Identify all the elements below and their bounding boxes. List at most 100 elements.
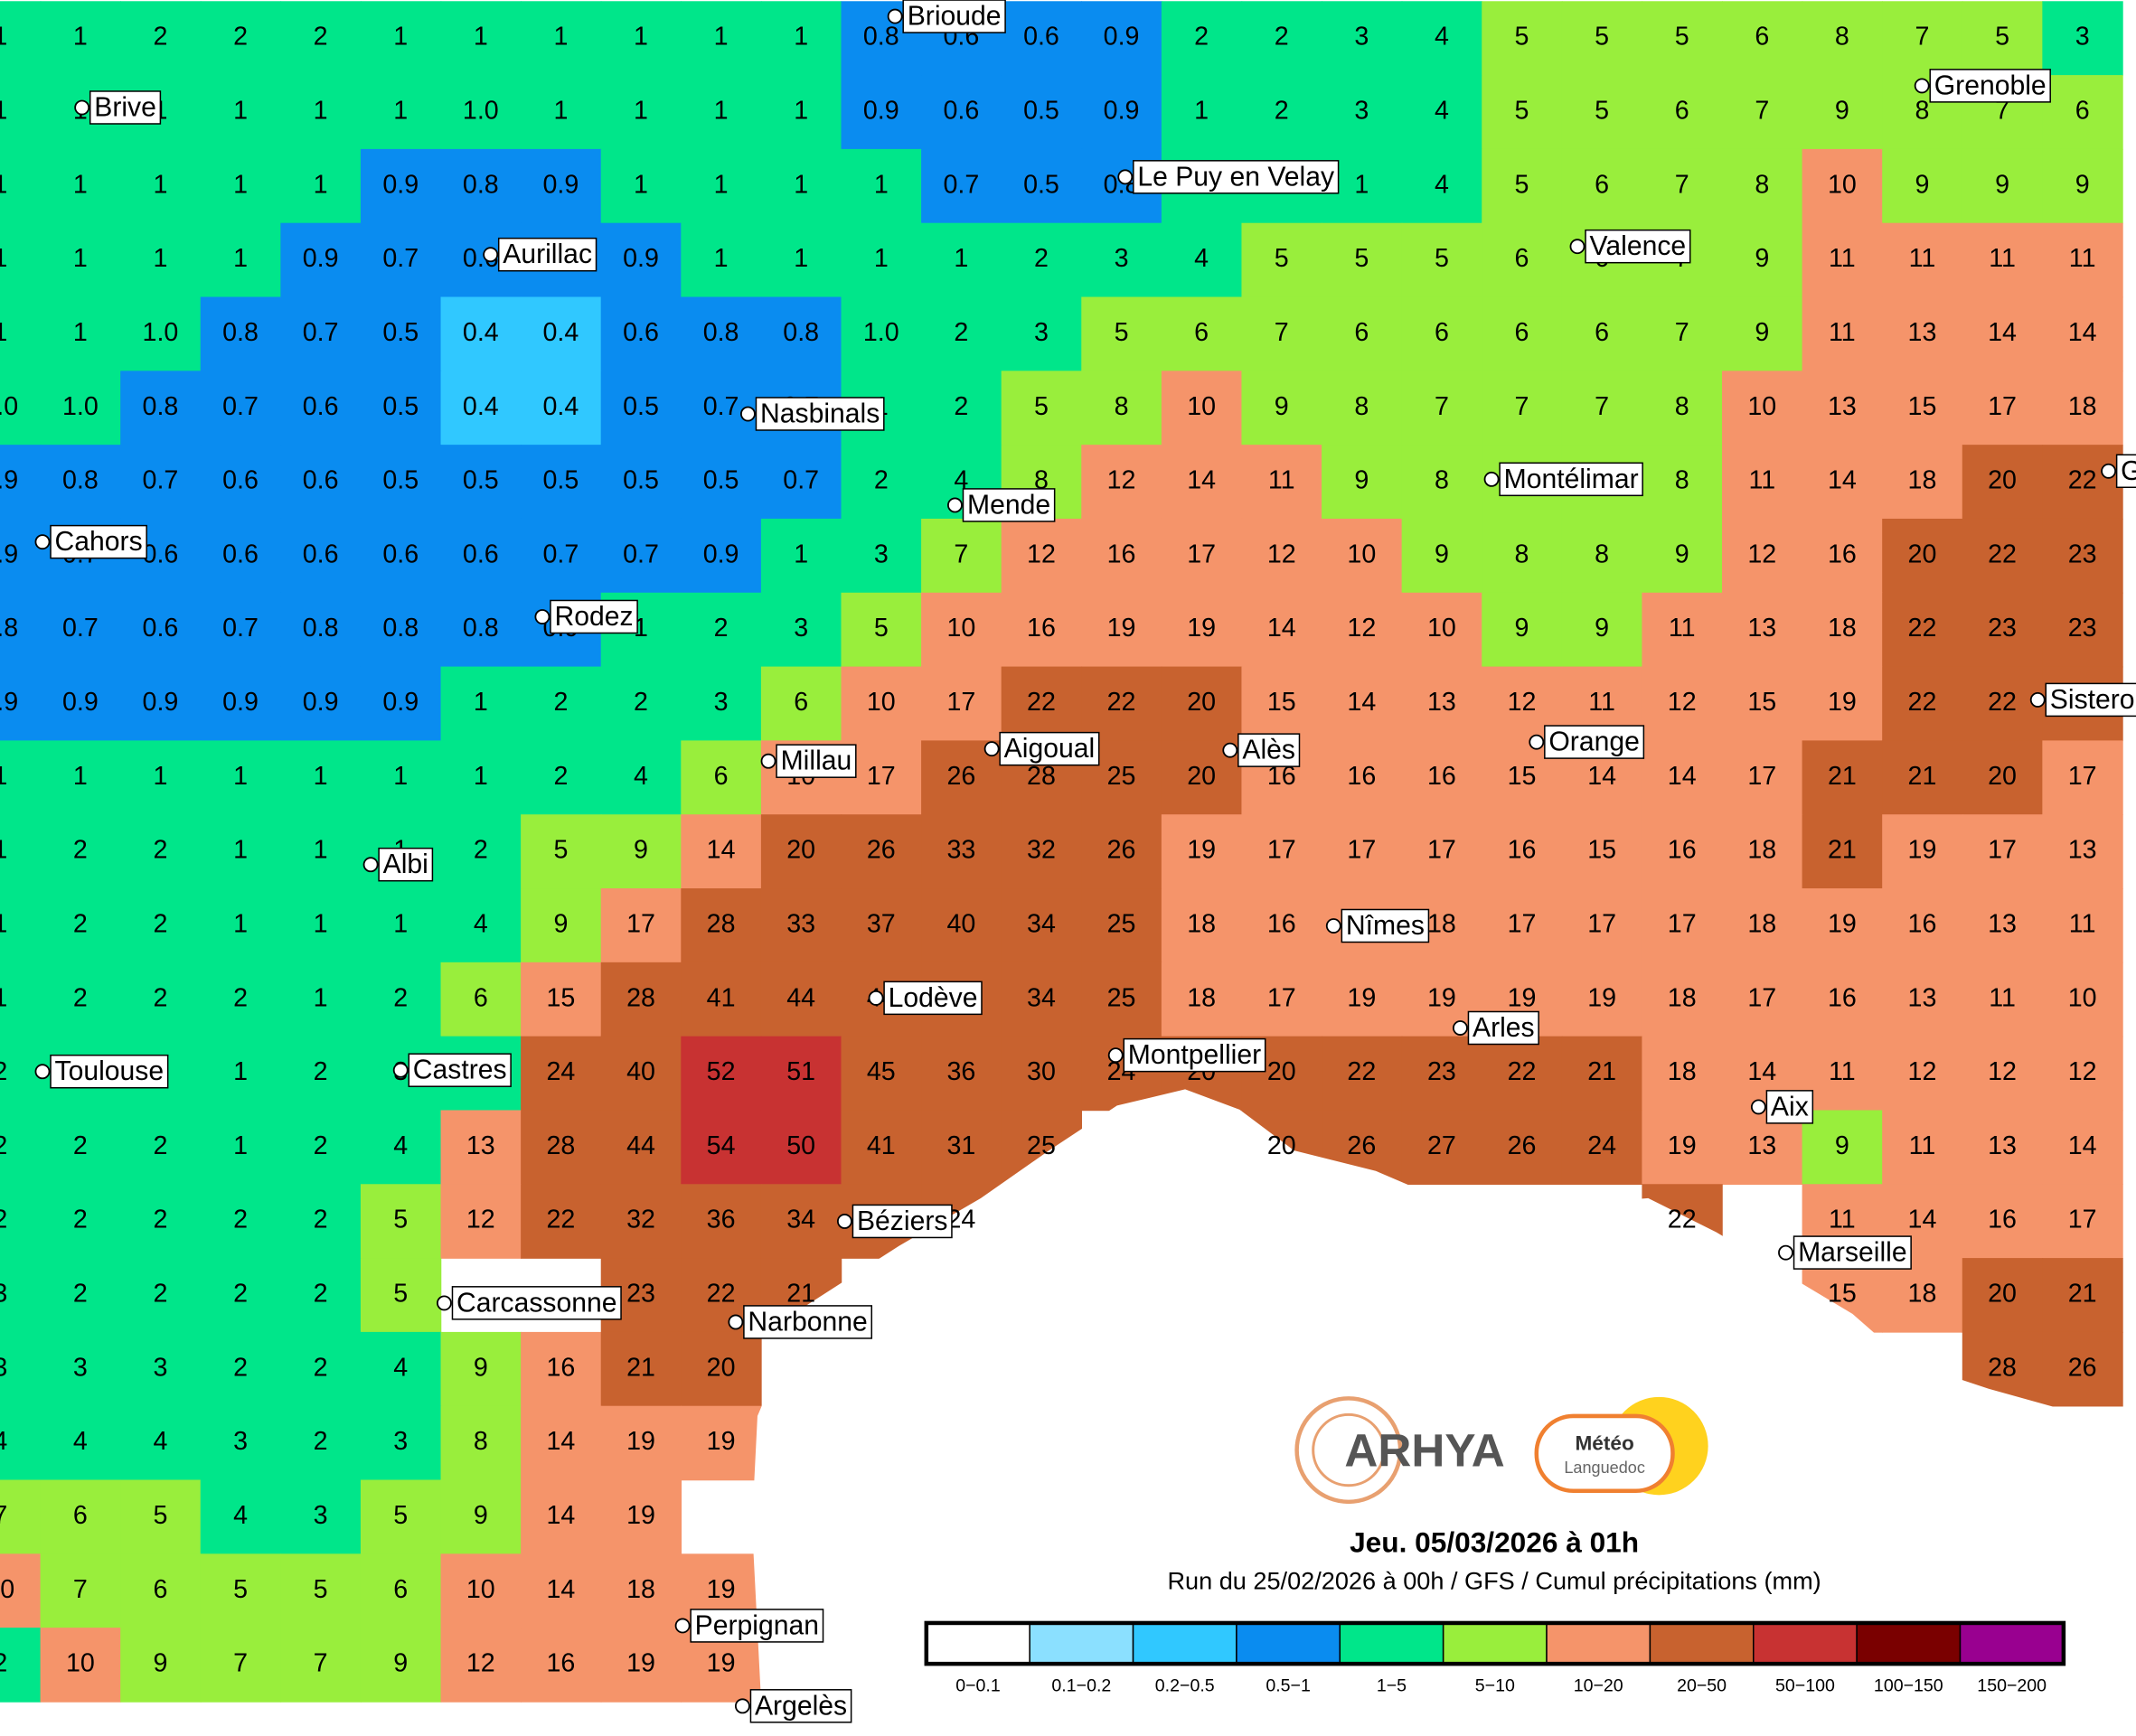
cell-value: 17 bbox=[626, 909, 655, 938]
city: Narbonne bbox=[728, 1305, 873, 1339]
city: Cahors bbox=[34, 524, 147, 559]
cell-value: 9 bbox=[474, 1353, 488, 1382]
cell-value: 20 bbox=[1908, 540, 1937, 568]
cell bbox=[0, 888, 42, 963]
cell bbox=[841, 592, 922, 668]
cell bbox=[200, 1405, 282, 1481]
cell bbox=[1722, 222, 1803, 298]
cell bbox=[1642, 518, 1723, 594]
cell bbox=[681, 666, 762, 742]
legend-label: 0.1−0.2 bbox=[1051, 1675, 1111, 1695]
cell bbox=[440, 75, 522, 150]
cell-value: 14 bbox=[1668, 762, 1697, 791]
cell-value: 1 bbox=[233, 762, 248, 791]
cell-value: 1 bbox=[714, 170, 729, 199]
cell-value: 22 bbox=[707, 1280, 736, 1309]
cell-value: 40 bbox=[946, 909, 975, 938]
city-box bbox=[1237, 733, 1301, 767]
cell-value: 22 bbox=[2068, 466, 2097, 495]
cell bbox=[440, 962, 522, 1037]
cell-value: 5 bbox=[1675, 23, 1689, 52]
grid-values: 112221111110.80.60.60.922345556875311111… bbox=[0, 23, 2097, 1678]
cell-value: 19 bbox=[1828, 688, 1857, 717]
cell bbox=[440, 1405, 522, 1481]
cell-value: 0.5 bbox=[623, 466, 659, 495]
cell bbox=[200, 222, 282, 298]
cell-value: 11 bbox=[1829, 1057, 1856, 1086]
cell-value: 6 bbox=[1755, 23, 1769, 52]
cell-value: 15 bbox=[1587, 836, 1616, 865]
cell bbox=[2042, 592, 2123, 668]
cell bbox=[280, 1258, 362, 1333]
cell bbox=[1722, 1, 1803, 76]
cell bbox=[921, 592, 1002, 668]
cell bbox=[1322, 814, 1403, 889]
cell-value: 41 bbox=[707, 983, 736, 1012]
cell-value: 14 bbox=[1187, 466, 1216, 495]
cell-value: 0.5 bbox=[543, 466, 579, 495]
cell-value: 0.9 bbox=[143, 688, 179, 717]
cell bbox=[200, 666, 282, 742]
city-label: Alès bbox=[1242, 736, 1295, 765]
cell-value: 2 bbox=[73, 1206, 88, 1234]
cell bbox=[600, 222, 682, 298]
cell-value: 19 bbox=[626, 1427, 655, 1456]
cell bbox=[120, 371, 202, 446]
cell bbox=[1401, 740, 1482, 815]
cell bbox=[1722, 962, 1803, 1037]
cell-value: 1 bbox=[0, 836, 7, 865]
cell bbox=[360, 518, 442, 594]
city: Montélimar bbox=[1483, 462, 1643, 497]
legend-label: 0.2−0.5 bbox=[1155, 1675, 1215, 1695]
cell-value: 18 bbox=[1908, 466, 1937, 495]
cell bbox=[2042, 222, 2123, 298]
cell-value: 19 bbox=[1587, 983, 1616, 1012]
cell-value: 34 bbox=[1027, 909, 1056, 938]
cell bbox=[1882, 222, 1963, 298]
city-label: Cahors bbox=[55, 527, 143, 557]
cell bbox=[600, 1331, 682, 1407]
cell-value: 25 bbox=[1107, 909, 1136, 938]
cell-value: 23 bbox=[1427, 1057, 1456, 1086]
cell-value: 0.8 bbox=[463, 614, 499, 643]
cell bbox=[760, 1110, 842, 1186]
cell-value: 19 bbox=[626, 1501, 655, 1530]
cell-value: 21 bbox=[1908, 762, 1937, 791]
cell bbox=[1882, 1110, 1963, 1186]
cell bbox=[600, 1553, 682, 1628]
cell-value: 1 bbox=[553, 97, 568, 126]
cell bbox=[280, 1331, 362, 1407]
cell-value: 17 bbox=[1187, 540, 1216, 568]
cell-value: 20 bbox=[786, 836, 815, 865]
cell bbox=[760, 592, 842, 668]
cell bbox=[521, 962, 602, 1037]
cell bbox=[600, 1628, 682, 1703]
cell bbox=[2042, 148, 2123, 224]
cell-value: 10 bbox=[466, 1575, 495, 1604]
cell-value: 1 bbox=[0, 23, 7, 52]
cell bbox=[1081, 814, 1162, 889]
cell-value: 1 bbox=[0, 244, 7, 273]
cell-value: 15 bbox=[1908, 392, 1937, 421]
cell bbox=[40, 1110, 121, 1186]
cell-value: 13 bbox=[1908, 983, 1937, 1012]
cell bbox=[360, 740, 442, 815]
cell bbox=[2042, 740, 2123, 815]
cell-value: 14 bbox=[547, 1575, 576, 1604]
cell bbox=[1882, 518, 1963, 594]
cell bbox=[1561, 888, 1643, 963]
cell bbox=[40, 1405, 121, 1481]
cell-value: 25 bbox=[1107, 983, 1136, 1012]
cell-value: 9 bbox=[1354, 466, 1369, 495]
cell-value: 1 bbox=[73, 170, 88, 199]
cell bbox=[40, 222, 121, 298]
cell bbox=[600, 75, 682, 150]
city-box bbox=[749, 1689, 852, 1723]
cell-value: 5 bbox=[314, 1575, 328, 1604]
cell bbox=[1642, 962, 1723, 1037]
cell bbox=[360, 1, 442, 76]
cell bbox=[440, 814, 522, 889]
city-label: Aix bbox=[1771, 1092, 1809, 1121]
cell-value: 4 bbox=[73, 1427, 88, 1456]
city: Montpellier bbox=[1107, 1037, 1266, 1073]
